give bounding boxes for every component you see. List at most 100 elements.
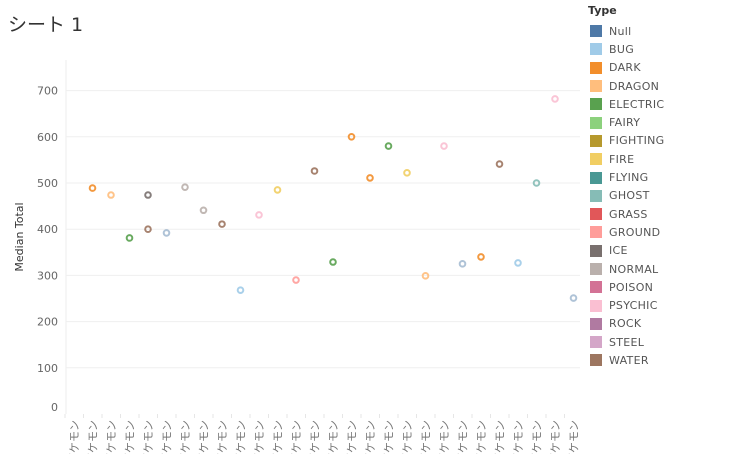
data-point-dark bbox=[366, 174, 374, 182]
legend-item-steel[interactable]: STEEL bbox=[588, 333, 664, 351]
x-tick-label: ポケモン bbox=[216, 420, 229, 454]
x-tick-label: ポケモン bbox=[272, 420, 285, 454]
data-point-electric bbox=[384, 142, 393, 150]
x-tick-label: ポケモン bbox=[235, 420, 248, 454]
legend-label: ELECTRIC bbox=[609, 97, 665, 111]
legend-item-water[interactable]: WATER bbox=[588, 351, 664, 369]
data-point-water bbox=[144, 225, 152, 233]
legend-item-bug[interactable]: BUG bbox=[588, 40, 664, 58]
data-point-psychic bbox=[255, 211, 263, 219]
x-tick-label: ポケモン bbox=[494, 420, 507, 454]
legend-label: DARK bbox=[609, 61, 641, 75]
legend-label: FLYING bbox=[609, 171, 649, 185]
legend-title: Type bbox=[588, 4, 617, 17]
legend-label: STEEL bbox=[609, 335, 645, 349]
legend-swatch bbox=[590, 354, 602, 367]
x-tick-label: ポケモン bbox=[309, 420, 322, 454]
x-tick-label: ポケモン bbox=[253, 420, 266, 454]
legend-swatch bbox=[590, 153, 602, 166]
x-tick-label: ポケモン bbox=[198, 420, 211, 454]
data-point-ice bbox=[144, 191, 152, 199]
x-tick-label: ポケモン bbox=[327, 420, 340, 454]
legend-label: BUG bbox=[609, 42, 635, 56]
legend-swatch bbox=[590, 61, 602, 74]
x-tick-label: ポケモン bbox=[568, 420, 581, 454]
x-tick-label: ポケモン bbox=[438, 420, 451, 454]
x-tick-label: ポケモン bbox=[290, 420, 303, 454]
legend-label: GHOST bbox=[609, 189, 650, 203]
legend-item-poison[interactable]: POISON bbox=[588, 278, 664, 296]
legend-item-dark[interactable]: DARK bbox=[588, 59, 664, 77]
x-tick-label: ポケモン bbox=[420, 420, 433, 454]
data-point-psychic bbox=[551, 95, 559, 103]
legend-swatch bbox=[590, 244, 602, 257]
y-tick-label: 100 bbox=[37, 362, 58, 375]
data-point-fire bbox=[273, 186, 282, 194]
legend-label: ICE bbox=[609, 244, 628, 258]
legend-item-fire[interactable]: FIRE bbox=[588, 150, 664, 168]
data-point-fire bbox=[403, 169, 411, 177]
y-tick-label: 300 bbox=[37, 269, 58, 282]
legend-item-fighting[interactable]: FIGHTING bbox=[588, 132, 664, 150]
x-tick-label: ポケモン bbox=[68, 420, 81, 454]
legend-swatch bbox=[590, 171, 602, 184]
x-tick-label: ポケモン bbox=[364, 420, 377, 454]
data-point-ground bbox=[292, 276, 300, 284]
legend-item-fairy[interactable]: FAIRY bbox=[588, 113, 664, 131]
data-point-null bbox=[162, 229, 171, 237]
legend-label: ROCK bbox=[609, 317, 642, 331]
data-point-dark bbox=[88, 184, 97, 192]
data-point-electric bbox=[329, 258, 337, 266]
legend-item-ground[interactable]: GROUND bbox=[588, 223, 664, 241]
legend-label: GROUND bbox=[609, 225, 661, 239]
legend-item-normal[interactable]: NORMAL bbox=[588, 260, 664, 278]
legend-label: FAIRY bbox=[609, 116, 641, 130]
legend-item-flying[interactable]: FLYING bbox=[588, 168, 664, 186]
y-axis-title: Median Total bbox=[13, 202, 26, 271]
legend-swatch bbox=[590, 134, 602, 147]
legend: Type Null BUG DARK DRAGON ELECTRIC FAIRY FIGHT… bbox=[588, 4, 664, 370]
sheet-title: シート 1 bbox=[8, 14, 84, 36]
legend-item-null[interactable]: Null bbox=[588, 22, 664, 40]
legend-item-ice[interactable]: ICE bbox=[588, 242, 664, 260]
data-point-dark bbox=[347, 133, 356, 141]
legend-swatch bbox=[590, 43, 602, 56]
legend-swatch bbox=[590, 98, 602, 111]
y-tick-label: 500 bbox=[37, 177, 58, 190]
data-point-dragon bbox=[107, 191, 115, 199]
x-tick-label: ポケモン bbox=[346, 420, 359, 454]
legend-item-dragon[interactable]: DRAGON bbox=[588, 77, 664, 95]
legend-item-rock[interactable]: ROCK bbox=[588, 315, 664, 333]
x-tick-label: ポケモン bbox=[105, 420, 118, 454]
x-tick-label: ポケモン bbox=[549, 420, 562, 454]
legend-item-ghost[interactable]: GHOST bbox=[588, 187, 664, 205]
y-tick-label: 700 bbox=[37, 85, 58, 98]
data-point-normal bbox=[199, 206, 208, 215]
data-point-water bbox=[218, 220, 226, 228]
legend-label: WATER bbox=[609, 353, 649, 367]
legend-label: PSYCHIC bbox=[609, 299, 658, 313]
legend-swatch bbox=[590, 116, 602, 129]
data-point-ghost bbox=[532, 179, 541, 187]
legend-swatch bbox=[590, 281, 602, 294]
legend-item-psychic[interactable]: PSYCHIC bbox=[588, 296, 664, 314]
data-point-null bbox=[569, 294, 578, 302]
legend-swatch bbox=[590, 208, 602, 221]
legend-swatch bbox=[590, 299, 602, 312]
data-point-bug bbox=[236, 286, 245, 294]
legend-label: Null bbox=[609, 24, 632, 38]
x-tick-label: ポケモン bbox=[87, 420, 100, 454]
legend-item-grass[interactable]: GRASS bbox=[588, 205, 664, 223]
data-point-null bbox=[458, 260, 467, 268]
legend-item-electric[interactable]: ELECTRIC bbox=[588, 95, 664, 113]
x-tick-label: ポケモン bbox=[512, 420, 525, 454]
legend-swatch bbox=[590, 336, 602, 349]
legend-label: DRAGON bbox=[609, 79, 660, 93]
data-point-psychic bbox=[440, 142, 448, 150]
data-point-water bbox=[495, 160, 504, 168]
x-tick-label: ポケモン bbox=[142, 420, 155, 454]
legend-swatch bbox=[590, 317, 602, 330]
data-point-bug bbox=[514, 259, 522, 267]
x-tick-label: ポケモン bbox=[531, 420, 544, 454]
y-tick-label: 400 bbox=[37, 223, 58, 236]
